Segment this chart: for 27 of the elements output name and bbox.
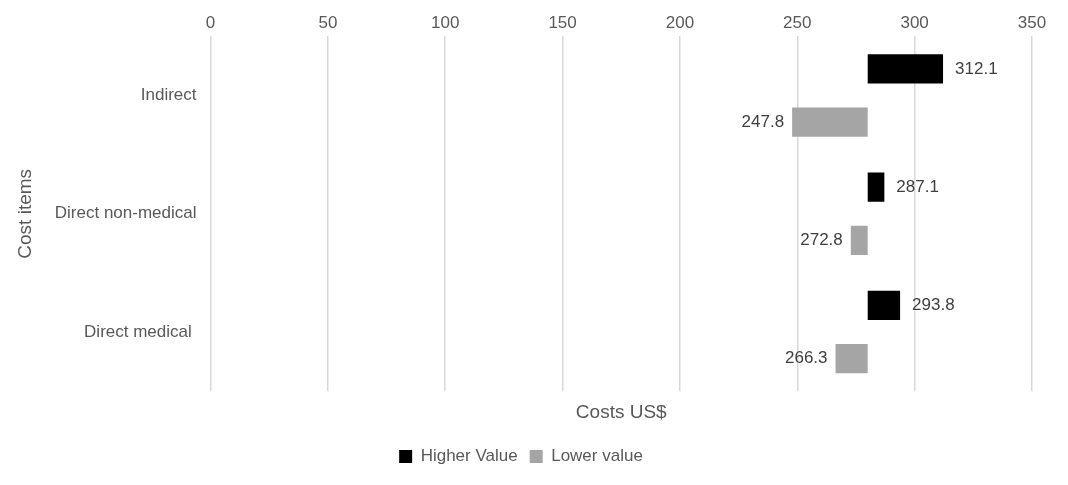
x-tick-label: 300	[900, 12, 929, 32]
legend-label: Higher Value	[420, 446, 518, 466]
bar	[850, 225, 868, 256]
bar	[867, 172, 885, 202]
data-label: 266.3	[785, 348, 828, 368]
x-tick-label: 250	[783, 12, 812, 32]
x-tick-label: 100	[431, 12, 460, 32]
y-axis-title: Cost items	[13, 168, 35, 259]
x-tick-label: 0	[205, 12, 216, 32]
bar	[867, 290, 901, 321]
bar	[792, 107, 868, 137]
data-label: 312.1	[955, 58, 998, 78]
x-axis-title: Costs US$	[575, 400, 668, 422]
x-tick-label: 150	[548, 12, 577, 32]
data-label: 247.8	[741, 111, 785, 131]
x-tick-label: 350	[1017, 12, 1047, 32]
data-label: 287.1	[896, 176, 939, 196]
bar	[835, 344, 868, 374]
x-tick-label: 50	[318, 12, 338, 32]
bar	[867, 54, 944, 84]
x-tick-label: 200	[665, 12, 695, 32]
y-tick-label: Direct non-medical	[54, 203, 197, 223]
y-tick-label: Indirect	[140, 85, 197, 105]
data-label: 272.8	[800, 230, 843, 250]
y-tick-label: Direct medical	[84, 321, 197, 341]
legend-label: Lower value	[551, 446, 643, 466]
data-label: 293.8	[912, 295, 955, 315]
